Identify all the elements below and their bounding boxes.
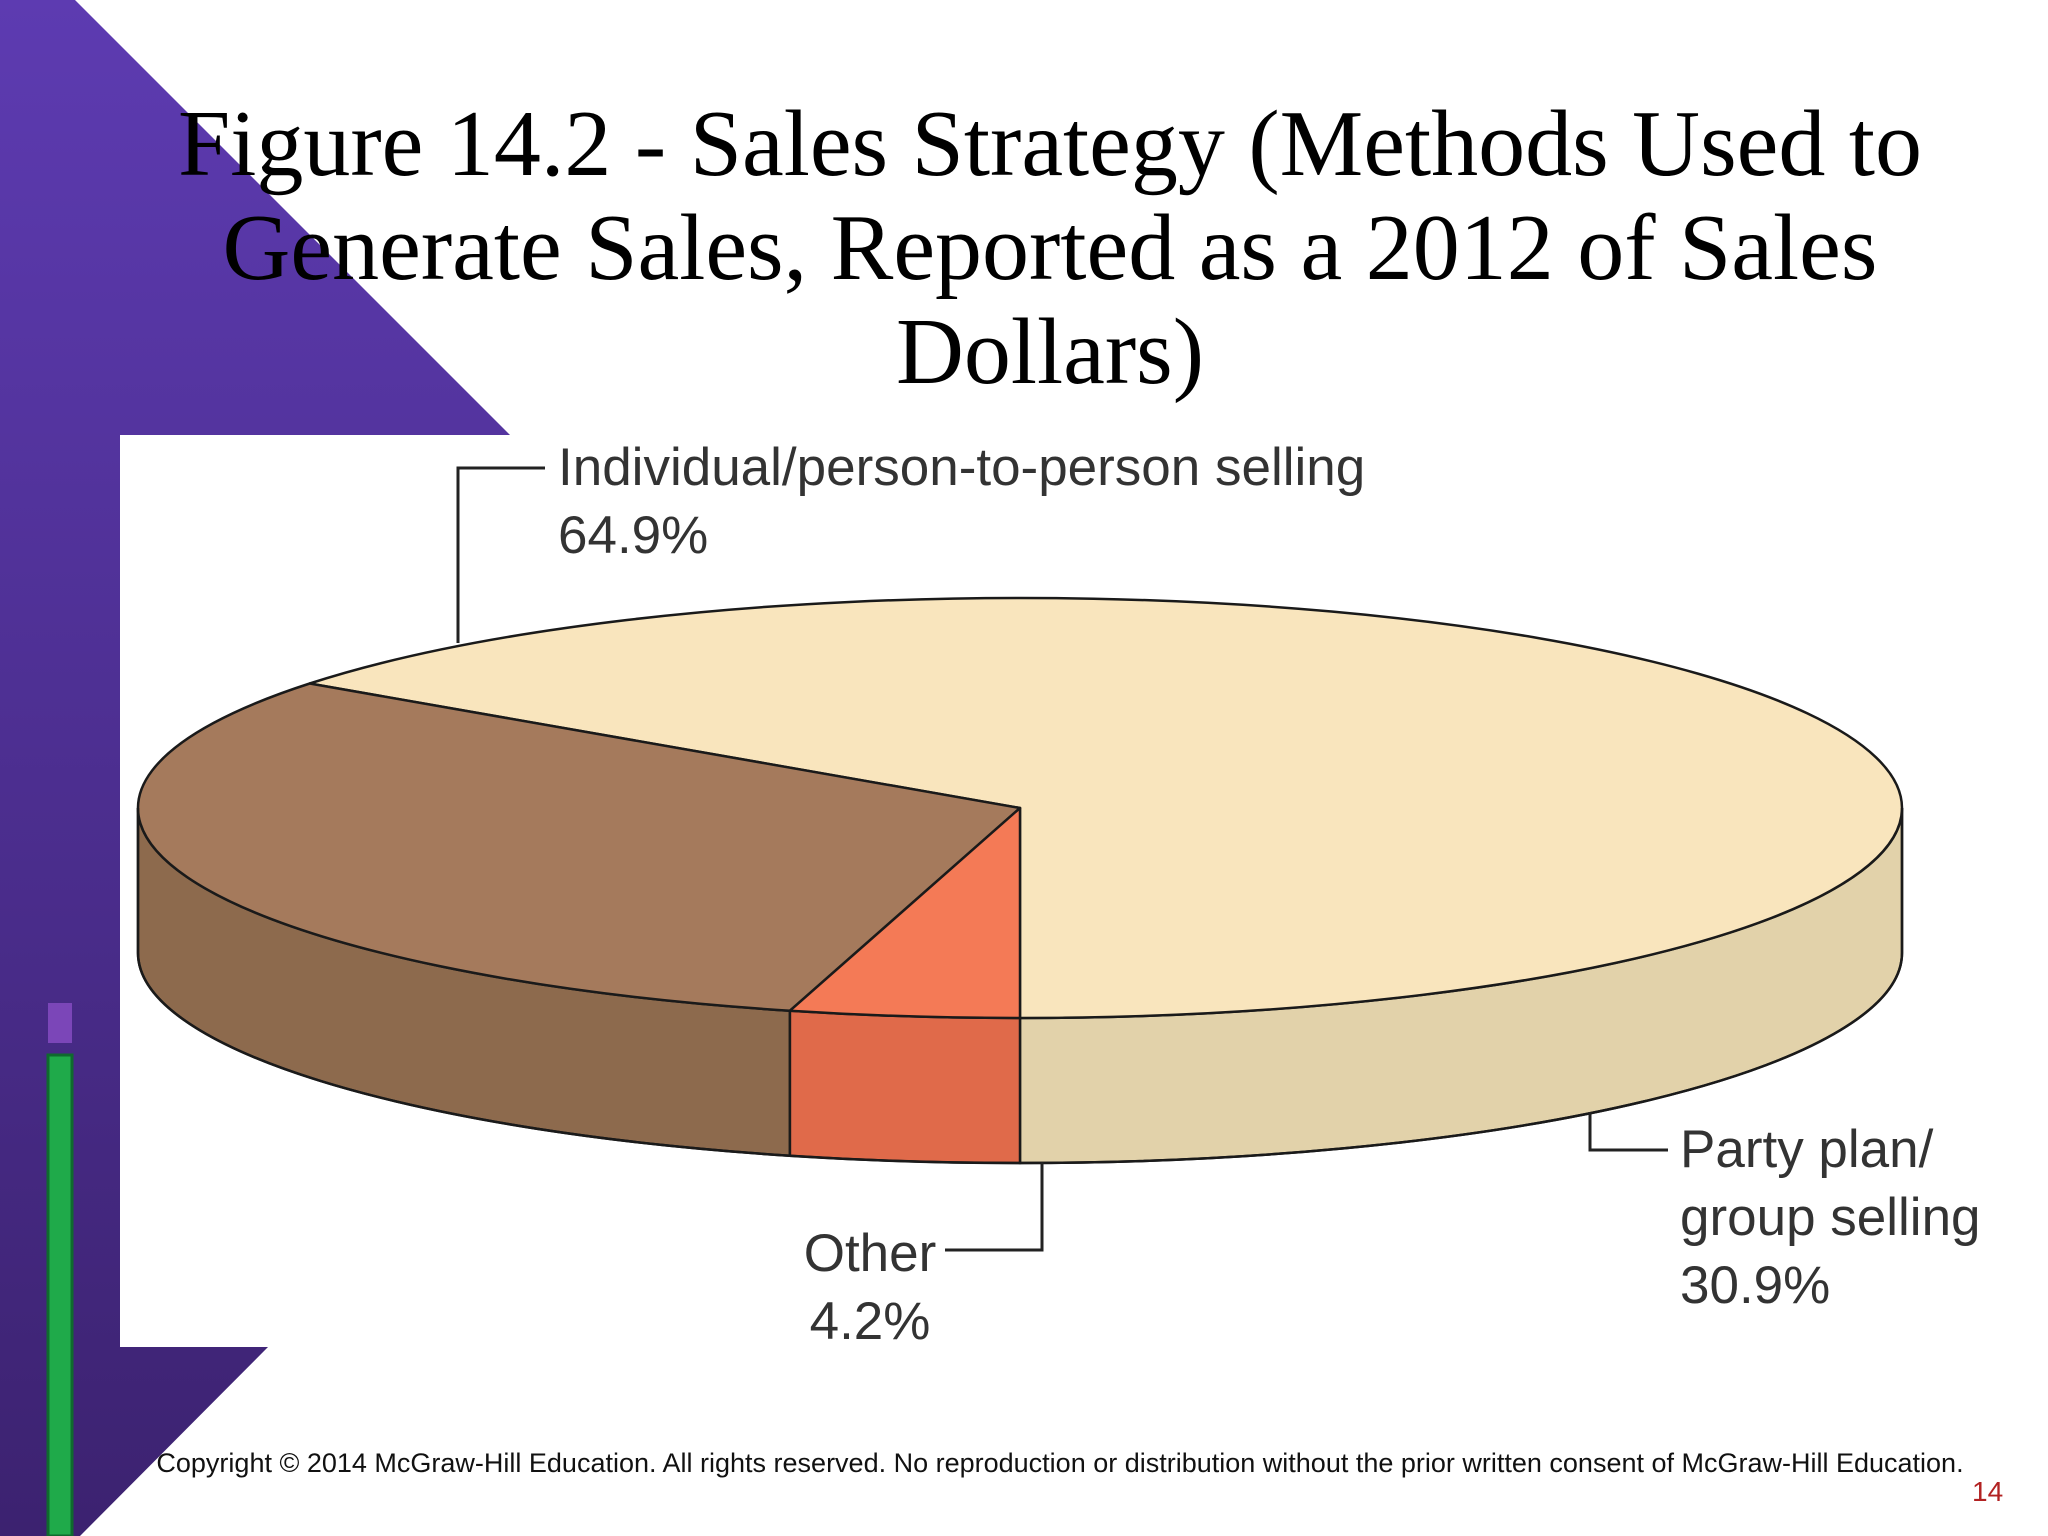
slice-label-party-plan-name-1: Party plan/ bbox=[1680, 1120, 1934, 1179]
slide-title: Figure 14.2 - Sales Strategy (Methods Us… bbox=[100, 92, 2000, 404]
leader-line-party-plan bbox=[1588, 1112, 1668, 1152]
slice-label-party-plan-name-2: group selling bbox=[1680, 1188, 1981, 1247]
slice-party-plan bbox=[136, 682, 1022, 1012]
green-accent-bar bbox=[46, 1053, 74, 1536]
slice-label-other: Other 4.2% bbox=[790, 1220, 950, 1356]
slice-label-other-name: Other bbox=[803, 1224, 937, 1283]
slice-individual bbox=[308, 596, 1904, 1020]
leader-line-other bbox=[945, 1162, 1044, 1252]
slice-label-party-plan-value: 30.9% bbox=[1680, 1256, 1831, 1315]
title-line-2: Generate Sales, Reported as a 2012 of Sa… bbox=[222, 196, 1878, 404]
purple-accent-square bbox=[48, 1003, 72, 1043]
slide-number: 14 bbox=[1972, 1476, 2004, 1507]
side-other bbox=[788, 1009, 1022, 1165]
pie-outline bbox=[136, 808, 1904, 1165]
copyright-notice: Copyright © 2014 McGraw-Hill Education. … bbox=[156, 1448, 1964, 1478]
slice-label-individual-name: Individual/person-to-person selling bbox=[558, 438, 1366, 497]
slice-label-other-value: 4.2% bbox=[809, 1292, 931, 1351]
title-line-1: Figure 14.2 - Sales Strategy (Methods Us… bbox=[177, 92, 1922, 196]
leader-line-individual bbox=[456, 466, 545, 643]
slice-other bbox=[788, 806, 1022, 1020]
slice-label-individual: Individual/person-to-person selling 64.9… bbox=[558, 434, 1365, 570]
slice-label-party-plan: Party plan/ group selling 30.9% bbox=[1680, 1116, 1981, 1320]
purple-corner-shape bbox=[0, 0, 510, 1536]
slice-label-individual-value: 64.9% bbox=[558, 506, 709, 565]
